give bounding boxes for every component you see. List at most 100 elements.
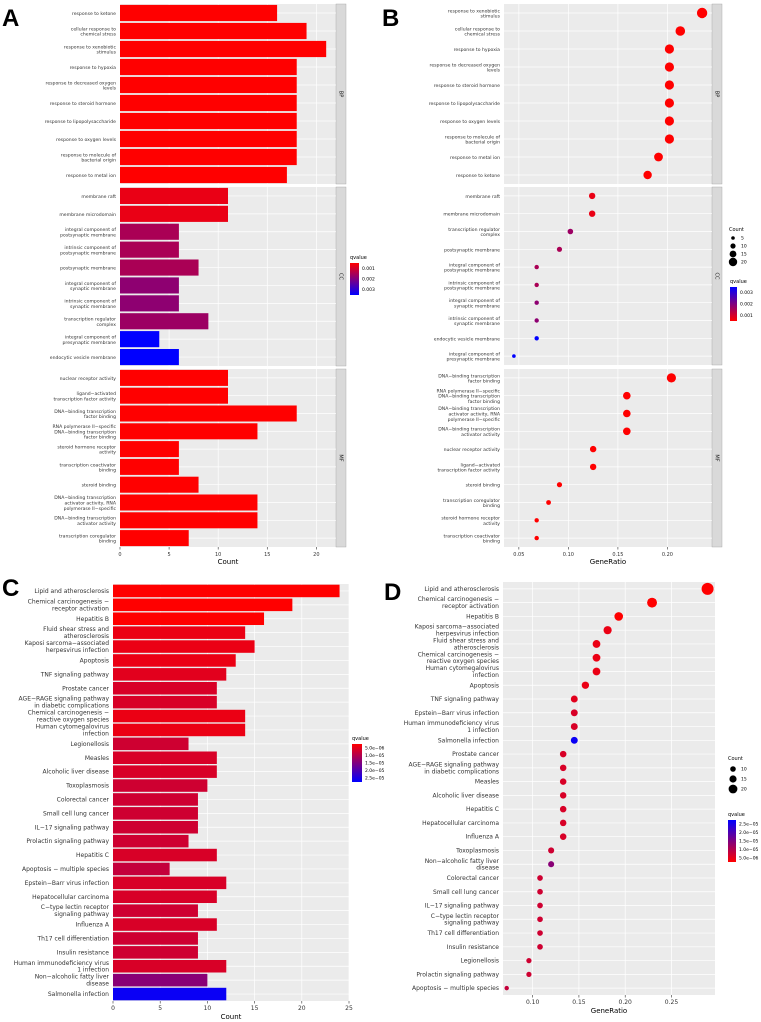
category-label: Insulin resistance [57,949,110,956]
category-label: Non−alcoholic fatty liver disease [425,857,500,871]
facet-strip-label: BP [714,91,720,97]
dot [614,612,624,621]
x-tick-label: 0.10 [526,999,540,1006]
dot [664,80,675,90]
category-label: membrane microdomain [443,211,500,217]
category-label: Salmonella infection [438,737,499,744]
bar [113,918,217,931]
bar [120,387,228,404]
bar [120,4,278,22]
category-label: transcription regulator complex [448,226,500,237]
legend-size-dot [729,775,737,783]
plot-background [113,584,349,1001]
category-label: DNA−binding transcription factor binding [54,408,116,419]
category-label: DNA−binding transcription activator activ… [438,426,500,437]
category-label: IL−17 signaling pathway [425,902,500,909]
bar [120,76,297,94]
category-label: response to steroid hormone [50,101,116,107]
dot [537,930,543,936]
legend-label: 0.002 [362,277,375,283]
category-label: ligand−activated transcription factor act… [437,462,500,473]
category-label: Epstein−Barr virus infection [415,709,500,716]
category-label: response to metal ion [66,173,116,179]
category-label: Chemical carcinogenesis − receptor activa… [418,596,500,610]
colorbar [350,263,359,295]
plot-background [504,187,712,365]
category-label: TNF signaling pathway [430,696,500,703]
dot [570,695,578,703]
category-label: DNA−binding transcription factor binding [438,373,500,384]
category-label: Non−alcoholic fatty liver disease [35,973,110,987]
category-label: response to oxygen levels [56,137,117,143]
category-label: Human cytomegalovirus infection [426,665,500,679]
panel-C: C Lipid and atherosclerosis Chemical carci… [2,575,385,1021]
category-label: response to lipopolysaccharide [45,119,116,125]
category-label: transcription coactivator binding [60,462,117,473]
dot [664,116,675,126]
dot [534,318,539,323]
x-tick-label: 0.15 [612,552,623,558]
dot [534,282,539,288]
dot [556,246,563,252]
dot [504,985,509,991]
category-label: Colorectal cancer [447,874,500,881]
legend-label: 0.003 [362,287,375,293]
bar [113,668,227,681]
dot [570,709,578,717]
bar [113,584,340,598]
dot [534,518,539,523]
category-label: transcription coactivator binding [444,533,501,544]
bar [113,626,246,639]
category-label: Kaposi sarcoma−associated herpesvirus inf… [415,623,500,637]
dot [559,805,567,813]
category-label: Lipid and atherosclerosis [34,587,109,594]
dot [537,943,543,950]
category-label: IL−17 signaling pathway [35,824,110,831]
dot [570,723,578,731]
dot [589,463,597,471]
category-label: Fluid shear stress and atherosclerosis [433,637,499,651]
bar [120,476,199,493]
x-tick-label: 0.10 [563,552,574,558]
bar [113,848,217,862]
legend-label: 15 [741,252,747,258]
category-label: Chemical carcinogenesis − receptor activa… [28,598,110,612]
legend-title: Count [729,227,744,233]
legend-label: 20 [741,260,747,266]
category-label: Kaposi sarcoma−associated herpesvirus inf… [25,640,110,654]
x-tick-label: 20 [298,1005,306,1012]
category-label: integral component of synaptic membrane [449,298,500,309]
dot [559,750,567,758]
category-label: Toxoplasmosis [455,847,499,854]
x-tick-label: 20 [313,552,319,558]
panel-letter-C: C [2,575,19,602]
bar [113,681,217,695]
category-label: postsynaptic membrane [444,247,500,253]
category-label: DNA−binding transcription activator activ… [438,406,501,423]
x-tick-label: 15 [251,1005,259,1012]
dot [526,957,532,964]
category-label: integral component of postsynaptic membra… [444,262,500,273]
category-label: Legionellosis [71,740,110,747]
category-label: response to hypoxia [454,47,501,53]
category-label: steroid binding [466,482,500,488]
bar [113,723,246,737]
category-label: response to steroid hormone [434,83,500,89]
dot [647,597,657,608]
category-label: intrinsic component of postsynaptic membr… [60,245,116,256]
bar [113,862,170,876]
category-label: transcription coregulator binding [59,533,116,544]
category-label: Hepatitis C [466,806,499,813]
category-label: response to decreased oxygen levels [46,80,117,91]
category-label: transcription coregulator binding [443,497,500,508]
category-label: transcription regulator complex [64,316,116,327]
panel-A: A BP response to ketone cellular response t… [2,3,375,566]
dot [588,192,596,200]
x-tick-label: 10 [204,1005,212,1012]
bar [120,22,307,40]
category-label: Hepatitis B [76,615,109,622]
bar [120,166,287,184]
dot [534,264,539,270]
legend-label: 0.002 [740,302,753,308]
category-label: RNA polymerase II−specific DNA−binding tr… [52,424,116,441]
